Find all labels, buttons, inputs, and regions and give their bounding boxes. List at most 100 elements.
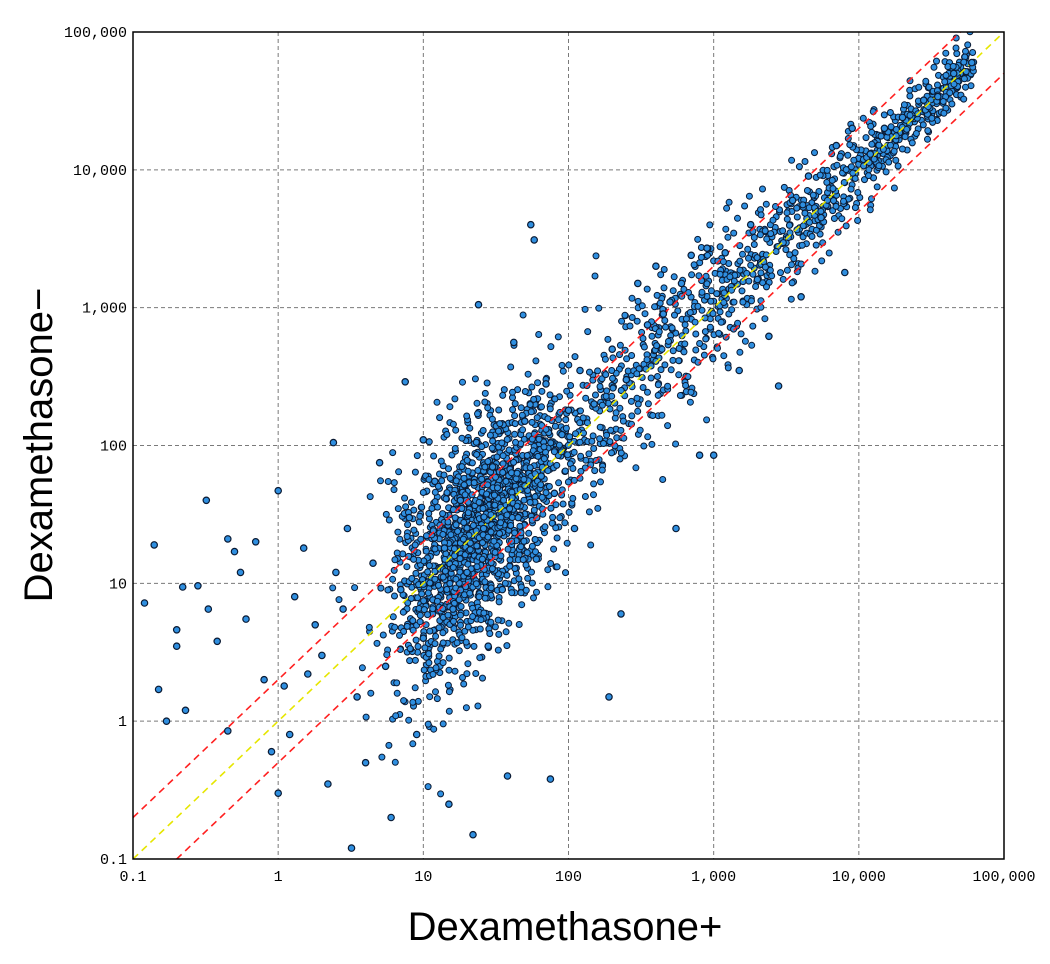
density-point [366, 493, 374, 501]
density-point [544, 566, 552, 574]
density-point [969, 49, 977, 56]
data-point [318, 651, 326, 660]
density-point [435, 652, 443, 660]
density-point [598, 466, 606, 474]
density-point [395, 468, 403, 476]
density-point [576, 438, 584, 446]
density-point [379, 631, 387, 639]
density-point [450, 545, 458, 553]
density-point [439, 639, 447, 647]
density-point [358, 664, 366, 672]
density-point [912, 130, 920, 137]
density-point [577, 467, 585, 475]
data-point [449, 605, 457, 613]
density-point [581, 305, 589, 313]
density-point [385, 516, 393, 524]
density-point [829, 185, 837, 193]
density-point [892, 156, 900, 164]
density-point [933, 57, 940, 65]
density-point [717, 318, 725, 326]
density-point [472, 670, 480, 677]
x-tick-label: 10 [414, 869, 432, 886]
data-point [797, 292, 805, 301]
density-point [886, 109, 894, 116]
density-point [390, 479, 398, 487]
density-point [608, 392, 616, 400]
density-point [949, 62, 957, 70]
density-point [393, 549, 401, 557]
density-point [495, 630, 503, 638]
density-point [453, 639, 461, 647]
data-point [456, 496, 465, 505]
density-point [547, 504, 555, 512]
density-point [420, 606, 428, 614]
density-point [753, 254, 761, 262]
density-point [476, 625, 484, 633]
data-point [919, 96, 928, 105]
density-point [745, 277, 753, 285]
density-point [509, 388, 516, 396]
density-point [403, 622, 411, 630]
density-point [812, 226, 820, 234]
density-point [425, 562, 433, 570]
density-point [409, 740, 417, 748]
density-point [725, 198, 733, 206]
density-point [518, 411, 526, 419]
density-point [481, 398, 489, 406]
density-point [854, 189, 862, 196]
density-point [480, 513, 488, 521]
density-point [553, 563, 561, 571]
density-point [830, 197, 837, 205]
density-point [649, 412, 657, 419]
density-point [430, 725, 438, 733]
density-point [506, 562, 514, 570]
density-point [748, 297, 755, 305]
density-point [900, 101, 908, 109]
density-point [903, 125, 911, 133]
density-point [472, 438, 480, 446]
data-point [677, 279, 686, 288]
density-point [411, 468, 419, 476]
density-point [520, 496, 528, 504]
data-point [274, 789, 283, 798]
density-point [783, 215, 791, 223]
density-point [446, 474, 454, 482]
data-point [369, 559, 377, 568]
density-point [436, 414, 444, 422]
density-point [734, 214, 741, 222]
density-point [720, 289, 728, 297]
density-point [661, 361, 669, 369]
density-point [503, 511, 511, 519]
density-point [612, 409, 620, 417]
density-point [469, 613, 477, 620]
data-point [251, 537, 260, 546]
density-point [790, 255, 798, 263]
density-point [581, 493, 589, 500]
density-point [803, 187, 811, 194]
data-point [503, 772, 512, 780]
density-point [410, 555, 418, 563]
density-point [530, 395, 538, 403]
density-point [687, 388, 695, 396]
density-point [553, 534, 561, 542]
density-point [391, 556, 399, 564]
density-point [528, 568, 535, 576]
density-point [682, 315, 690, 323]
density-point [576, 419, 584, 427]
data-point [299, 544, 308, 552]
density-point [609, 384, 617, 392]
density-point [669, 347, 677, 355]
density-point [875, 141, 883, 149]
density-point [460, 481, 468, 489]
x-tick-labels: 0.1 1 10 100 1,000 10,000 100,000 [119, 869, 1035, 886]
plot-frame [132, 31, 1005, 860]
density-point [329, 584, 337, 592]
density-point [511, 412, 519, 420]
density-point [426, 627, 434, 635]
density-point [389, 575, 397, 583]
density-point [533, 588, 540, 596]
density-point [391, 592, 398, 600]
data-point [643, 321, 652, 329]
y-tick-labels: 0.1 1 10 100 1,000 10,000 100,000 [64, 25, 127, 869]
density-point [513, 502, 521, 510]
